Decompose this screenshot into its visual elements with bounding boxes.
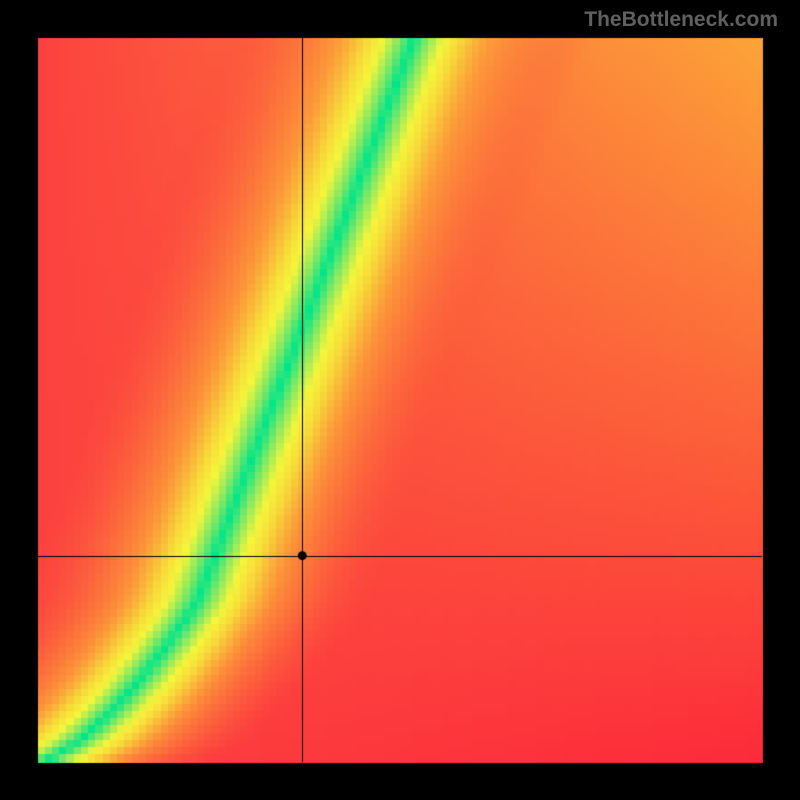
watermark-text: TheBottleneck.com <box>584 8 778 32</box>
heatmap-canvas <box>0 0 800 800</box>
chart-container: TheBottleneck.com <box>0 0 800 800</box>
